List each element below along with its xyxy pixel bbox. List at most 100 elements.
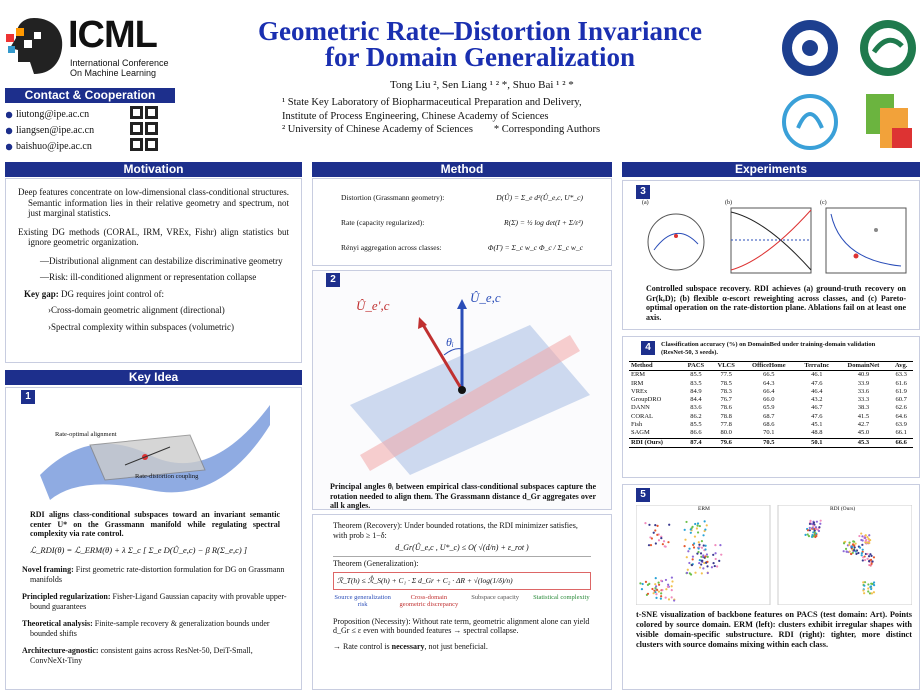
tsne-dot bbox=[698, 561, 701, 565]
tsne-dot bbox=[651, 587, 654, 591]
tsne-dot bbox=[868, 541, 871, 545]
table-row: RDI (Ours) 87.4 79.6 70.5 50.1 45.3 66.6 bbox=[629, 438, 913, 448]
term-label: Source generalization risk bbox=[334, 593, 391, 609]
tsne-dot bbox=[720, 553, 723, 556]
tsne-dot bbox=[655, 596, 658, 599]
tsne-dot bbox=[858, 546, 862, 549]
tsne-dot bbox=[863, 581, 867, 584]
cell: 50.1 bbox=[811, 438, 823, 446]
tsne-dot bbox=[849, 552, 853, 555]
cell: 45.1 bbox=[811, 421, 823, 429]
cell: CORAL bbox=[631, 412, 654, 420]
tsne-dot bbox=[862, 556, 865, 559]
tsne-dot bbox=[871, 560, 874, 563]
tsne-dot bbox=[812, 524, 815, 527]
logo-icon bbox=[6, 18, 63, 74]
tsne-dot bbox=[664, 545, 667, 548]
tsne-dot bbox=[660, 579, 663, 582]
subspace-figure bbox=[350, 299, 590, 475]
section-title: Key Idea bbox=[5, 370, 302, 385]
title: Geometric Rate–Distortion Invariance for … bbox=[190, 16, 770, 71]
cell: GroupDRO bbox=[631, 396, 662, 404]
cell: 33.3 bbox=[857, 396, 870, 404]
tsne-dot bbox=[704, 555, 707, 558]
section-title: Motivation bbox=[5, 162, 302, 177]
bullet: Deep features concentrate on low-dimensi… bbox=[18, 187, 289, 218]
cell: 41.5 bbox=[857, 412, 870, 420]
tsne-dot bbox=[696, 552, 699, 555]
tsne-dot bbox=[860, 532, 863, 535]
tsne-dot bbox=[866, 541, 869, 544]
tsne-dot bbox=[656, 588, 659, 591]
subfig-label: (b) bbox=[725, 200, 732, 206]
tsne-dot bbox=[853, 546, 856, 549]
tsne-dot bbox=[691, 555, 695, 558]
recovery-figures bbox=[647, 207, 907, 274]
tsne-dot bbox=[710, 566, 714, 569]
tsne-dot bbox=[867, 555, 871, 558]
bullet: Existing DG methods (CORAL, IRM, VREx, F… bbox=[18, 226, 289, 248]
tsne-dot bbox=[860, 554, 863, 557]
tsne-dot bbox=[657, 539, 661, 542]
tsne-dot bbox=[697, 550, 700, 554]
tsne-dot bbox=[867, 587, 870, 590]
tsne-dot bbox=[697, 541, 700, 544]
tsne-dot bbox=[808, 522, 812, 526]
tsne-dot bbox=[817, 529, 821, 533]
tsne-dot bbox=[639, 582, 642, 585]
tsne-dot bbox=[706, 571, 709, 575]
table-row: CORAL 86.2 78.8 68.7 47.6 41.5 64.6 bbox=[629, 413, 913, 421]
tsne-dot bbox=[661, 588, 664, 592]
tsne-dot bbox=[640, 588, 644, 591]
figure-label: Rate-optimal alignment bbox=[55, 431, 117, 438]
tsne-dot bbox=[713, 564, 716, 568]
tsne-dot bbox=[714, 544, 717, 547]
cell: 62.6 bbox=[895, 404, 907, 412]
emphasis: necessary bbox=[391, 641, 425, 651]
tsne-dot bbox=[854, 550, 857, 553]
panel-number: 4 bbox=[641, 341, 655, 355]
cell: 65.9 bbox=[763, 404, 775, 412]
cell: 64.3 bbox=[763, 379, 775, 387]
tsne-dot bbox=[644, 521, 647, 525]
gap-item: ›Spectral complexity within subspaces (v… bbox=[48, 321, 234, 332]
tsne-dot bbox=[705, 553, 709, 556]
formula: ℛ_T(h) ≤ ℛ̂_S(h) + C₁ · Σ d_Gr + C₂ · ΔR… bbox=[333, 572, 591, 590]
tsne-dot bbox=[844, 547, 848, 550]
tsne-dot bbox=[694, 522, 697, 526]
tsne-dot bbox=[649, 544, 653, 547]
cell: 46.1 bbox=[811, 371, 823, 379]
cell: 64.6 bbox=[895, 412, 907, 420]
cell: 70.1 bbox=[763, 429, 775, 437]
label: Architecture-agnostic: bbox=[22, 646, 99, 655]
equation-label: Distortion (Grassmann geometry): bbox=[341, 193, 445, 202]
tsne-dot bbox=[808, 526, 811, 529]
tsne-dot bbox=[685, 571, 689, 574]
table-row: SAGM 86.6 80.0 70.1 48.8 45.0 66.1 bbox=[629, 429, 913, 438]
tsne-dot bbox=[872, 581, 876, 584]
cell: 84.9 bbox=[690, 387, 702, 395]
tsne-dot bbox=[852, 540, 855, 543]
formula: R(Σ) = ½ log det(I + Σ/ε²) bbox=[503, 218, 583, 227]
title-line: Geometric Rate–Distortion Invariance bbox=[258, 16, 702, 46]
tsne-dot bbox=[690, 563, 694, 567]
cell: 45.0 bbox=[857, 429, 870, 437]
tsne-dot bbox=[687, 550, 690, 553]
tsne-dot bbox=[862, 589, 865, 592]
tsne-dot bbox=[814, 526, 818, 529]
tsne-dot bbox=[700, 546, 704, 549]
tsne-dot bbox=[706, 555, 709, 558]
equation-row: Rényi aggregation across classes: Φ(Γ) = … bbox=[341, 235, 583, 260]
sub-bullet: —Risk: ill-conditioned alignment or repr… bbox=[40, 272, 257, 282]
tsne-dot bbox=[646, 592, 650, 595]
formula: D(Û) = Σ_e d²(Û_e,c, U*_c) bbox=[496, 193, 583, 202]
cell: 84.4 bbox=[690, 396, 702, 404]
motivation-box: Deep features concentrate on low-dimensi… bbox=[5, 178, 302, 363]
cell: 38.3 bbox=[857, 404, 870, 412]
tsne-dot bbox=[853, 549, 856, 552]
tsne-dot bbox=[693, 535, 697, 538]
cell: 45.3 bbox=[857, 438, 870, 446]
vector-label: Û_e′,c bbox=[356, 298, 390, 313]
cell: 86.2 bbox=[690, 412, 702, 420]
bullet: Architecture-agnostic: consistent gains … bbox=[22, 646, 292, 665]
